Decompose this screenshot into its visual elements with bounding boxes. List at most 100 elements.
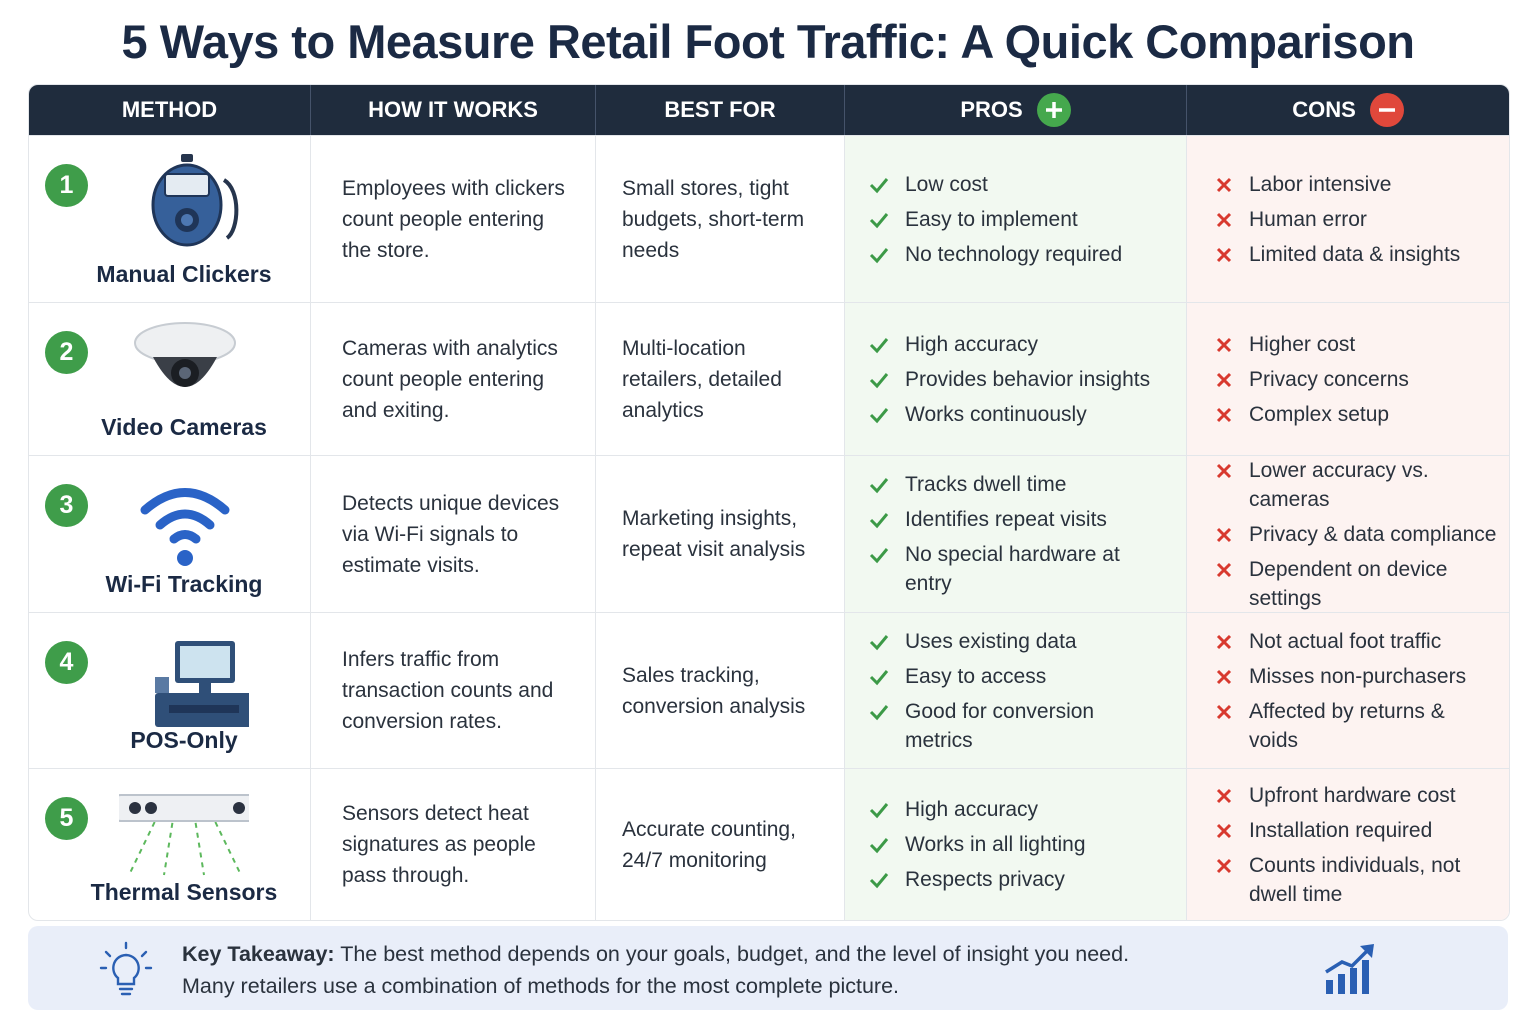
method-cell: 3 Wi-Fi Tracking [29, 456, 311, 612]
pro-text: Works continuously [905, 402, 1087, 426]
con-item: Dependent on device settings [1215, 555, 1509, 613]
takeaway-box: Key Takeaway: The best method depends on… [28, 926, 1508, 1010]
cross-icon [1216, 247, 1232, 262]
method-name: Manual Clickers [96, 261, 272, 287]
con-text: Human error [1249, 207, 1367, 231]
con-text: Labor intensive [1249, 172, 1392, 196]
pro-item: Provides behavior insights [869, 365, 1186, 394]
header-cell: CONS [1187, 85, 1509, 135]
pro-item: Respects privacy [869, 865, 1186, 894]
con-item: Higher cost [1215, 330, 1509, 359]
check-icon [869, 873, 889, 889]
method-name: POS-Only [130, 727, 238, 753]
pro-text: No special hardware at entry [905, 543, 1120, 595]
cross-icon [1216, 212, 1232, 227]
best-for: Small stores, tight budgets, short-term … [596, 136, 845, 302]
pro-item: Uses existing data [869, 627, 1186, 656]
takeaway-text: Key Takeaway: The best method depends on… [182, 938, 1129, 1002]
header-label: PROS [960, 97, 1023, 122]
cross-icon [1216, 463, 1232, 478]
thermal-sensor-icon [119, 794, 249, 876]
row-number: 5 [45, 797, 88, 840]
con-text: Dependent on device settings [1249, 557, 1448, 610]
method-name: Wi-Fi Tracking [105, 571, 263, 597]
table-row: 2 Video Cameras Cameras with analytics cou… [29, 302, 1509, 455]
con-text: Counts individuals, not dwell time [1249, 853, 1461, 906]
check-icon [869, 704, 889, 720]
con-item: Human error [1215, 205, 1509, 234]
row-number: 3 [45, 484, 88, 527]
pro-item: No special hardware at entry [869, 540, 1186, 598]
con-item: Privacy & data compliance [1215, 520, 1509, 549]
pro-text: Easy to implement [905, 207, 1078, 231]
pros-cell: Tracks dwell time Identifies repeat visit… [845, 456, 1187, 612]
pro-item: High accuracy [869, 795, 1186, 824]
how-it-works: Cameras with analytics count people ente… [311, 303, 596, 455]
pro-item: High accuracy [869, 330, 1186, 359]
header-row: METHOD HOW IT WORKS BEST FOR PROS CONS [29, 85, 1509, 135]
table-row: 5 Thermal Sensors Sensors detect heat sign… [29, 768, 1509, 920]
header-cell: BEST FOR [596, 85, 845, 135]
row-number: 4 [45, 641, 88, 684]
pros-cell: High accuracy Works in all lighting Respec… [845, 769, 1187, 920]
comparison-table: METHOD HOW IT WORKS BEST FOR PROS CONS 1 Manua… [28, 84, 1510, 921]
con-text: Privacy concerns [1249, 367, 1409, 391]
pro-text: Low cost [905, 172, 988, 196]
bulb-icon [99, 941, 153, 996]
pro-item: Works continuously [869, 400, 1186, 429]
check-icon [869, 513, 889, 529]
plus-icon [1036, 93, 1071, 127]
wifi-icon [140, 488, 230, 566]
clicker-icon [151, 154, 239, 247]
pro-text: Uses existing data [905, 629, 1077, 653]
cross-icon [1216, 562, 1232, 577]
cons-cell: Labor intensive Human error Limited data &… [1187, 136, 1509, 302]
cross-icon [1216, 823, 1232, 838]
cross-icon [1216, 858, 1232, 873]
check-icon [869, 478, 889, 494]
header-label: METHOD [121, 97, 218, 122]
con-text: Higher cost [1249, 332, 1356, 356]
con-text: Upfront hardware cost [1249, 783, 1456, 807]
pro-text: Identifies repeat visits [905, 508, 1107, 531]
best-for: Multi-location retailers, detailed analy… [596, 303, 845, 455]
con-text: Complex setup [1249, 402, 1390, 426]
table-row: 1 Manual Clickers Employees with clickers … [29, 135, 1509, 302]
cons-cell: Upfront hardware cost Installation requir… [1187, 769, 1509, 920]
takeaway-line: Many retailers use a combination of meth… [182, 974, 900, 998]
check-icon [869, 838, 889, 854]
con-text: Privacy & data compliance [1249, 522, 1497, 546]
pro-item: Tracks dwell time [869, 470, 1186, 499]
cross-icon [1216, 669, 1232, 684]
method-cell: 5 Thermal Sensors [29, 769, 311, 920]
camera-icon [134, 322, 236, 387]
row-number: 2 [45, 331, 88, 374]
header-cell: PROS [845, 85, 1187, 135]
con-item: Affected by returns & voids [1215, 697, 1509, 755]
pro-item: Easy to implement [869, 205, 1186, 234]
cross-icon [1216, 704, 1232, 719]
pos-icon [155, 641, 249, 727]
cons-cell: Higher cost Privacy concerns Complex setup [1187, 303, 1509, 455]
pro-text: Respects privacy [905, 868, 1065, 891]
con-item: Labor intensive [1215, 170, 1509, 199]
cons-cell: Lower accuracy vs. cameras Privacy & data… [1187, 456, 1509, 612]
pros-cell: High accuracy Provides behavior insights W… [845, 303, 1187, 455]
check-icon [869, 247, 889, 263]
con-text: Lower accuracy vs. cameras [1249, 458, 1429, 511]
con-item: Lower accuracy vs. cameras [1215, 456, 1509, 514]
con-text: Not actual foot traffic [1249, 629, 1442, 653]
header-cell: METHOD [29, 85, 311, 135]
check-icon [869, 634, 889, 650]
how-it-works: Infers traffic from transaction counts a… [311, 613, 596, 768]
cross-icon [1216, 337, 1232, 352]
pro-text: Works in all lighting [905, 833, 1086, 856]
pro-text: High accuracy [905, 332, 1039, 356]
header-label: BEST FOR [664, 97, 776, 122]
method-name: Thermal Sensors [90, 879, 278, 905]
pros-cell: Uses existing data Easy to access Good for… [845, 613, 1187, 768]
header-label: CONS [1292, 97, 1356, 122]
how-it-works: Detects unique devices via Wi-Fi signals… [311, 456, 596, 612]
con-item: Upfront hardware cost [1215, 781, 1509, 810]
pro-item: Low cost [869, 170, 1186, 199]
